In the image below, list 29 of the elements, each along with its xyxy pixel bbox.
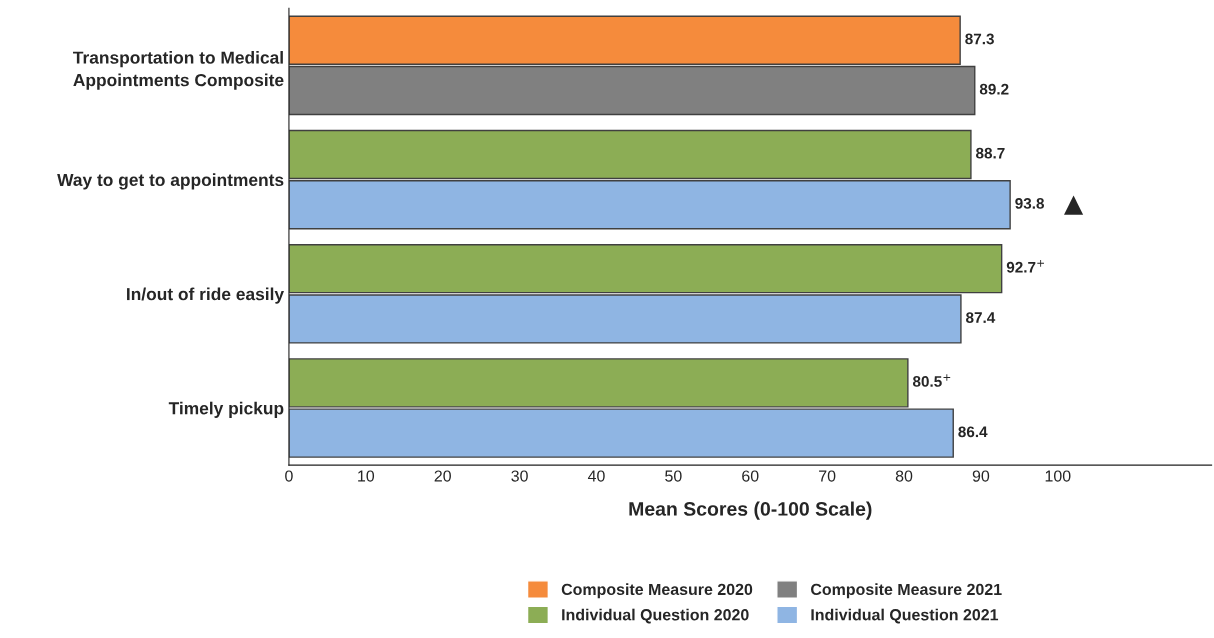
x-tick-label: 30 <box>511 470 528 482</box>
x-tick-label: 90 <box>972 470 990 482</box>
data-label: 88.7 <box>976 147 1005 159</box>
x-tick-label: 50 <box>665 470 682 482</box>
x-tick-label: 20 <box>434 470 451 482</box>
y-tick-label: Way to get to appointments <box>57 173 284 190</box>
x-tick-label: 80 <box>895 470 913 482</box>
x-tick-label: 60 <box>742 470 759 482</box>
legend-label: Composite Measure 2021 <box>811 583 1002 599</box>
y-tick-label: Timely pickup <box>168 401 284 418</box>
y-tick-label: In/out of ride easily <box>127 287 284 304</box>
data-label: 93.8 <box>1015 198 1045 209</box>
data-label: 86.4 <box>958 426 988 438</box>
data-label: 89.2 <box>979 83 1009 95</box>
x-tick-label: 10 <box>358 470 375 482</box>
data-label: 87.4 <box>966 312 996 324</box>
data-label: 87.3 <box>965 33 994 45</box>
x-axis-title: Mean Scores (0-100 Scale) <box>629 501 872 520</box>
x-tick-label: 40 <box>587 470 605 482</box>
data-label: 80.5$^{+}$ <box>912 374 951 387</box>
y-tick-label: Transportation to Medical Appointments Composite <box>73 51 284 90</box>
data-label: 92.7$^{+}$ <box>1006 259 1044 273</box>
legend-label: Individual Question 2020 <box>562 608 749 624</box>
x-tick-label: 70 <box>819 470 836 482</box>
x-tick-label: 100 <box>1045 470 1071 482</box>
annotation: ▲ <box>1064 195 1084 215</box>
legend-label: Individual Question 2021 <box>811 608 999 624</box>
legend-label: Composite Measure 2020 <box>561 583 753 599</box>
x-tick-label: 0 <box>285 470 293 482</box>
